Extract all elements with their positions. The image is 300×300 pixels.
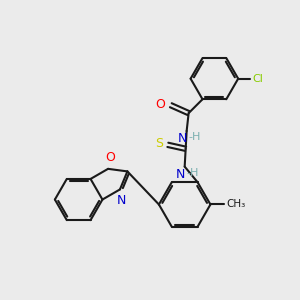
Text: N: N <box>177 132 187 145</box>
Text: CH₃: CH₃ <box>226 200 245 209</box>
Text: O: O <box>155 98 165 111</box>
Text: N: N <box>117 194 127 207</box>
Text: S: S <box>155 137 163 150</box>
Text: Cl: Cl <box>252 74 263 84</box>
Text: -H: -H <box>187 168 199 178</box>
Text: O: O <box>105 151 115 164</box>
Text: -H: -H <box>189 132 201 142</box>
Text: N: N <box>175 168 185 181</box>
